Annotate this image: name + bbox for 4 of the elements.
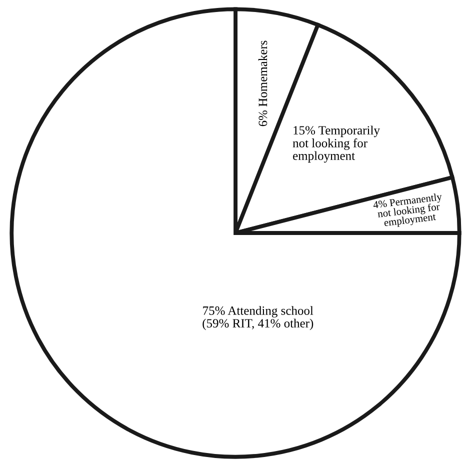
slice-label: 6% Homemakers [258,40,268,126]
slice-label: 15% Temporarily not looking for employment [292,126,380,163]
slice-label: 75% Attending school (59% RIT, 41% other) [202,306,314,330]
slice-label: 4% Permanently not looking for employment [372,192,442,228]
